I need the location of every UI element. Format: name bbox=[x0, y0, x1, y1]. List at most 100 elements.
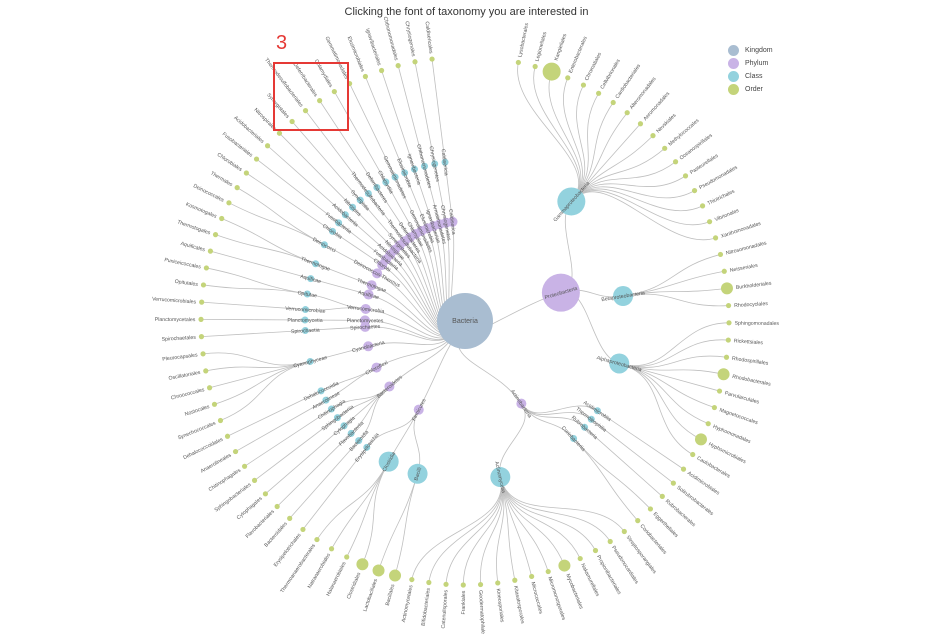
taxon-node-circle[interactable] bbox=[516, 398, 527, 409]
taxon-label[interactable]: Deinococci bbox=[311, 237, 336, 254]
taxon-label[interactable]: Hyphomonadales bbox=[712, 424, 752, 445]
taxon-label[interactable]: Spirochaetes bbox=[350, 324, 381, 332]
taxon-label[interactable]: Xanthomonadales bbox=[720, 221, 762, 240]
taxon-node-phylum[interactable]: Firmicutes bbox=[411, 398, 428, 422]
taxon-node-order[interactable]: Catenulisporales bbox=[441, 581, 450, 629]
taxon-node-phylum[interactable]: Caldiserica bbox=[447, 209, 458, 235]
taxon-node-circle[interactable] bbox=[264, 143, 271, 149]
taxon-node-circle[interactable] bbox=[647, 506, 654, 512]
taxon-node-circle[interactable] bbox=[490, 467, 511, 488]
taxon-label[interactable]: Pasteurellales bbox=[689, 153, 720, 176]
taxon-node-circle[interactable] bbox=[725, 337, 731, 343]
taxon-node-circle[interactable] bbox=[317, 98, 323, 104]
taxon-label[interactable]: Bacteroidales bbox=[263, 521, 289, 549]
taxon-node-circle[interactable] bbox=[609, 353, 630, 374]
taxon-node-circle[interactable] bbox=[364, 189, 372, 197]
taxon-node-class[interactable]: Planctomycetia bbox=[287, 316, 323, 324]
taxon-node-order[interactable]: Rhodospirillales bbox=[723, 354, 769, 367]
taxon-label[interactable]: Lysobacterales bbox=[517, 22, 530, 58]
taxon-node-order[interactable]: Opitutales bbox=[174, 279, 207, 288]
taxon-node-circle[interactable] bbox=[389, 569, 402, 582]
taxon-node-class[interactable]: Clostridia bbox=[378, 451, 399, 473]
taxon-node-circle[interactable] bbox=[317, 387, 325, 395]
taxon-label[interactable]: Cyanophyceae bbox=[293, 355, 328, 370]
taxon-node-circle[interactable] bbox=[328, 227, 336, 235]
taxon-node-circle[interactable] bbox=[243, 170, 249, 176]
taxon-node-order[interactable]: Kitasatosporales bbox=[512, 577, 525, 625]
taxon-node-class[interactable]: Thermotogae bbox=[300, 256, 331, 273]
taxon-node-circle[interactable] bbox=[312, 260, 320, 268]
taxon-label[interactable]: Kangiellales bbox=[554, 33, 569, 62]
taxon-label[interactable]: Chroococcales bbox=[170, 387, 205, 402]
taxon-node-order[interactable]: Verrucomicrobiales bbox=[152, 296, 205, 306]
taxon-node-circle[interactable] bbox=[558, 559, 571, 572]
taxon-node-order[interactable]: Thiotrichales bbox=[699, 188, 736, 209]
taxon-node-circle[interactable] bbox=[211, 401, 218, 407]
taxon-node-circle[interactable] bbox=[349, 203, 357, 211]
taxon-node-circle[interactable] bbox=[382, 178, 390, 186]
taxon-node-class[interactable]: Verrucomicrobiae bbox=[285, 306, 326, 315]
taxon-label[interactable]: Parvularculales bbox=[724, 390, 760, 405]
taxon-label[interactable]: Burkholderiales bbox=[736, 281, 773, 291]
taxon-label[interactable]: Verrucomicrobiales bbox=[152, 296, 197, 305]
taxon-node-circle[interactable] bbox=[570, 435, 578, 443]
taxon-node-circle[interactable] bbox=[198, 334, 205, 340]
taxon-node-order[interactable]: Actinomycetales bbox=[401, 576, 415, 623]
taxon-node-circle[interactable] bbox=[495, 580, 501, 586]
taxon-node-circle[interactable] bbox=[198, 316, 204, 322]
taxon-label[interactable]: Chthonomonadales bbox=[382, 16, 399, 61]
taxon-node-order[interactable]: Thermales bbox=[209, 171, 240, 191]
taxon-node-order[interactable]: Rhodobacterales bbox=[717, 368, 772, 388]
taxon-label[interactable]: Bacteroidetes bbox=[376, 374, 404, 400]
taxon-node-circle[interactable] bbox=[203, 368, 209, 374]
taxon-label[interactable]: Mycobacteriales bbox=[564, 573, 584, 610]
taxon-node-order[interactable]: Chromatiales bbox=[580, 51, 603, 88]
taxon-node-class[interactable]: Gammaproteobacteria bbox=[553, 181, 592, 224]
taxon-label[interactable]: Chitinophagales bbox=[208, 467, 243, 493]
taxon-label[interactable]: Legionellales bbox=[535, 31, 549, 62]
taxon-node-circle[interactable] bbox=[378, 451, 399, 472]
taxon-node-circle[interactable] bbox=[301, 306, 309, 314]
taxon-node-circle[interactable] bbox=[206, 385, 213, 391]
taxon-node-circle[interactable] bbox=[251, 477, 258, 483]
taxon-label[interactable]: Puniceicoccales bbox=[164, 257, 202, 270]
taxon-node-circle[interactable] bbox=[717, 251, 724, 258]
taxon-node-circle[interactable] bbox=[401, 169, 409, 177]
taxon-label[interactable]: Bacillales bbox=[385, 583, 397, 606]
taxon-label[interactable]: Geodermatophilales bbox=[477, 590, 486, 634]
taxon-node-circle[interactable] bbox=[529, 573, 535, 580]
taxon-node-circle[interactable] bbox=[347, 429, 355, 437]
taxon-label[interactable]: Oscillatoriales bbox=[168, 370, 201, 382]
taxon-node-order[interactable]: Deinococcales bbox=[192, 183, 232, 206]
taxon-node-circle[interactable] bbox=[420, 162, 428, 170]
taxon-label[interactable]: Nostocales bbox=[184, 404, 211, 418]
taxon-label[interactable]: Sphingomonadales bbox=[735, 321, 780, 327]
taxon-node-order[interactable]: Kangiellales bbox=[542, 33, 569, 81]
taxon-label[interactable]: Rhodospirillales bbox=[732, 356, 769, 367]
taxon-node-circle[interactable] bbox=[200, 282, 207, 288]
taxon-label[interactable]: Nakamurellales bbox=[579, 563, 600, 598]
taxon-node-order[interactable]: Hyphomonadales bbox=[705, 421, 752, 445]
taxon-label[interactable]: Chromatiales bbox=[584, 51, 603, 81]
taxon-node-circle[interactable] bbox=[720, 282, 733, 295]
taxon-label[interactable]: Magnetococcales bbox=[718, 407, 758, 426]
taxon-node-circle[interactable] bbox=[391, 173, 399, 181]
taxon-node-circle[interactable] bbox=[328, 546, 335, 552]
taxon-node-order[interactable]: Oscillatoriales bbox=[168, 368, 209, 382]
taxon-node-order[interactable]: Puniceicoccales bbox=[164, 257, 209, 271]
taxon-node-order[interactable]: Vibrionales bbox=[706, 208, 740, 225]
taxon-node-circle[interactable] bbox=[356, 558, 369, 571]
taxon-label[interactable]: Kitasatosporales bbox=[512, 585, 525, 624]
taxon-node-circle[interactable] bbox=[565, 75, 571, 81]
taxon-node-circle[interactable] bbox=[691, 187, 698, 194]
taxon-node-circle[interactable] bbox=[344, 554, 350, 560]
taxon-node-circle[interactable] bbox=[541, 273, 580, 312]
taxon-node-circle[interactable] bbox=[705, 421, 711, 427]
taxon-node-circle[interactable] bbox=[341, 211, 349, 219]
taxon-node-order[interactable]: Caldisericales bbox=[424, 21, 435, 62]
taxon-label[interactable]: Clostridiales bbox=[346, 571, 363, 600]
taxon-label[interactable]: Spirochaetales bbox=[161, 335, 196, 343]
taxon-node-circle[interactable] bbox=[699, 203, 706, 209]
legend-item-order[interactable]: Order bbox=[728, 83, 773, 96]
taxon-label[interactable]: Planctomycetes bbox=[347, 318, 384, 324]
